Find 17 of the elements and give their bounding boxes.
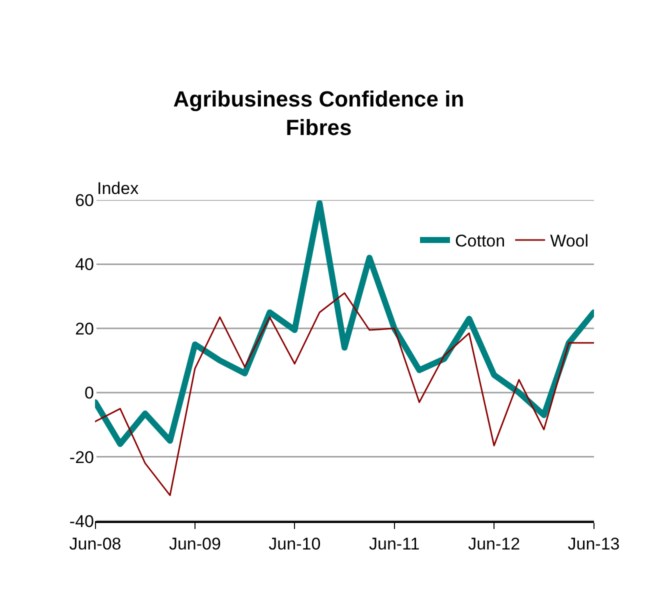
x-tick-label: Jun-11 <box>368 534 420 554</box>
x-tick-label: Jun-10 <box>268 534 321 554</box>
y-tick-label: -20 <box>69 448 94 467</box>
line-series <box>95 292 594 496</box>
legend-label: Wool <box>550 232 589 251</box>
y-tick-label: 0 <box>84 384 94 403</box>
y-tick-label: 20 <box>75 319 94 338</box>
y-tick-label: 60 <box>75 190 94 210</box>
x-tick-label: Jun-12 <box>468 534 520 554</box>
x-tick-label: Jun-09 <box>168 534 221 554</box>
chart-title: Agribusiness Confidence in Fibres <box>173 86 464 140</box>
y-tick-label: -40 <box>69 512 94 531</box>
y-axis-title: Index <box>97 179 140 198</box>
x-tick-label: Jun-08 <box>69 534 122 554</box>
y-tick-label: 40 <box>75 255 94 274</box>
x-tick-label: Jun-13 <box>568 534 620 554</box>
legend-label: Cotton <box>455 232 506 251</box>
